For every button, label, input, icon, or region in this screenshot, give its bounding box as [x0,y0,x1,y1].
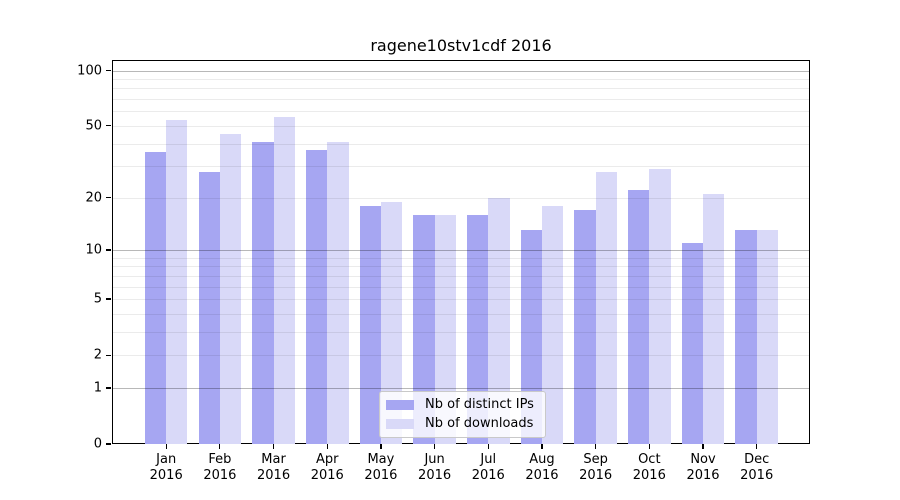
x-tick-label: May 2016 [364,452,398,483]
x-tick-label: Sep 2016 [579,452,613,483]
y-tick-mark [106,249,111,251]
bar-downloads [166,119,188,444]
y-tick-mark [106,69,111,72]
bar-distinct-ips [681,242,703,444]
y-tick-label: 2 [93,347,102,363]
y-tick-mark [106,354,111,356]
y-tick-label: 10 [85,242,102,258]
y-tick-mark [106,443,111,445]
y-tick-mark [106,125,111,127]
bar-distinct-ips [574,210,596,444]
x-tick-mark [380,444,382,449]
y-tick-label: 20 [85,190,102,206]
x-tick-mark [541,444,543,449]
x-tick-label: Mar 2016 [257,452,291,483]
chart-title: ragene10stv1cdf 2016 [370,36,552,55]
y-tick-mark [106,298,111,300]
bar-downloads [327,141,349,444]
x-tick-label: Jan 2016 [149,452,183,483]
x-tick-label: Dec 2016 [740,452,774,483]
x-tick-mark [272,444,275,449]
x-tick-mark [756,444,758,449]
downloads-swatch-icon [386,418,414,429]
bar-distinct-ips [198,171,220,444]
bar-downloads [703,193,725,444]
y-tick-label: 50 [85,118,102,134]
bar-distinct-ips [252,141,274,444]
bar-downloads [541,205,564,444]
x-tick-mark [648,444,650,449]
x-tick-mark [219,444,221,449]
x-tick-label: Nov 2016 [686,452,720,483]
legend: Nb of distinct IPs Nb of downloads [379,390,546,438]
x-tick-mark [326,444,328,449]
y-tick-label: 5 [93,291,102,307]
y-tick-label: 0 [93,436,102,452]
bar-distinct-ips [466,214,489,444]
y-tick-label: 100 [77,63,102,79]
bar-distinct-ips [359,205,381,444]
bar-distinct-ips [144,151,167,444]
bar-downloads [756,230,778,444]
x-tick-label: Jul 2016 [471,452,505,483]
distinct-ips-swatch-icon [386,399,414,410]
bar-downloads [488,197,510,444]
x-tick-mark [165,444,167,449]
y-tick-label: 1 [93,380,102,396]
bar-downloads [595,171,617,444]
x-tick-label: Oct 2016 [632,452,666,483]
bar-downloads [273,116,295,444]
bar-downloads [434,214,456,444]
bar-downloads [219,134,242,444]
x-tick-mark [595,444,597,449]
x-tick-mark [434,444,436,449]
x-tick-mark [487,444,489,449]
bar-distinct-ips [628,190,650,444]
bar-downloads [380,201,403,444]
bar-distinct-ips [735,230,757,444]
legend-item-distinct-ips: Nb of distinct IPs [386,397,539,412]
bar-distinct-ips [305,149,328,444]
x-tick-label: Jun 2016 [418,452,452,483]
bar-distinct-ips [413,214,435,444]
x-tick-label: Aug 2016 [525,452,559,483]
legend-label-distinct-ips: Nb of distinct IPs [425,397,534,412]
y-tick-mark [106,387,111,389]
x-tick-label: Apr 2016 [310,452,344,483]
y-tick-mark [106,197,111,199]
bar-downloads [649,168,671,444]
x-tick-mark [702,444,704,449]
x-tick-label: Feb 2016 [203,452,237,483]
legend-label-downloads: Nb of downloads [425,416,534,431]
legend-item-downloads: Nb of downloads [386,416,539,431]
